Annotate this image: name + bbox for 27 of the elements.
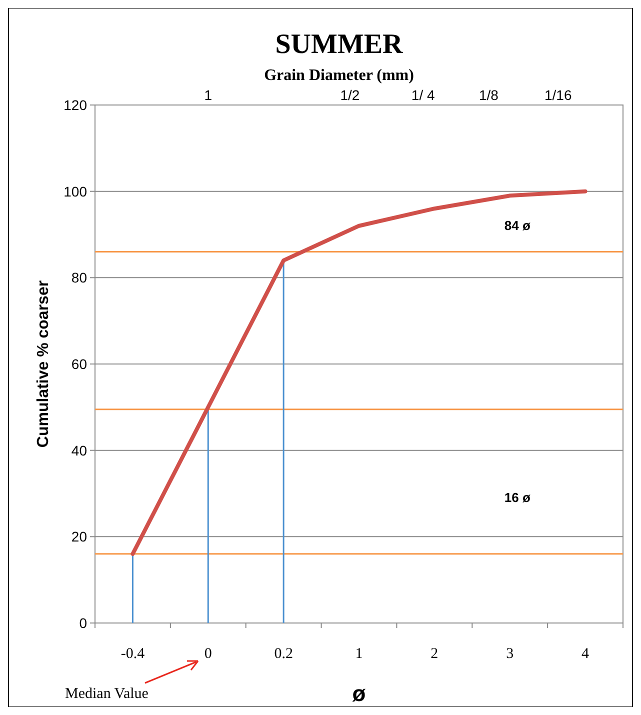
x-axis-title: ø (352, 681, 366, 706)
text: 1/2 (340, 87, 360, 103)
y-tick-label: 0 (79, 615, 88, 631)
x-tick-label: 0 (204, 646, 212, 662)
y-tick-label: 40 (71, 442, 88, 458)
line-series (130, 189, 588, 556)
text: 1/8 (479, 87, 499, 103)
annotation: 84 ø (504, 218, 530, 234)
annotation: 16 ø (504, 490, 530, 506)
text: 1/16 (544, 87, 572, 103)
y-tick-label: 100 (64, 183, 88, 200)
x-tick-label: 4 (582, 646, 590, 662)
chart-title: SUMMER (275, 29, 404, 60)
x-tick-label: 1 (355, 646, 363, 662)
x-tick-label: 3 (506, 646, 514, 662)
text: 1 (204, 87, 212, 103)
x-tick-label: 0.2 (274, 646, 293, 662)
text: 1/ 4 (411, 87, 435, 103)
y-tick-label: 60 (71, 356, 88, 372)
x-tick-label: 2 (430, 646, 438, 662)
y-tick-label: 120 (64, 97, 88, 113)
text: Median Value (65, 686, 149, 702)
x2-axis-title: Grain Diameter (mm) (264, 67, 414, 84)
y-tick-label: 80 (71, 270, 88, 286)
x-tick-label: -0.4 (120, 646, 146, 662)
y-tick-label: 20 (71, 528, 88, 545)
y-axis-title: Cumulative % coarser (35, 280, 52, 448)
